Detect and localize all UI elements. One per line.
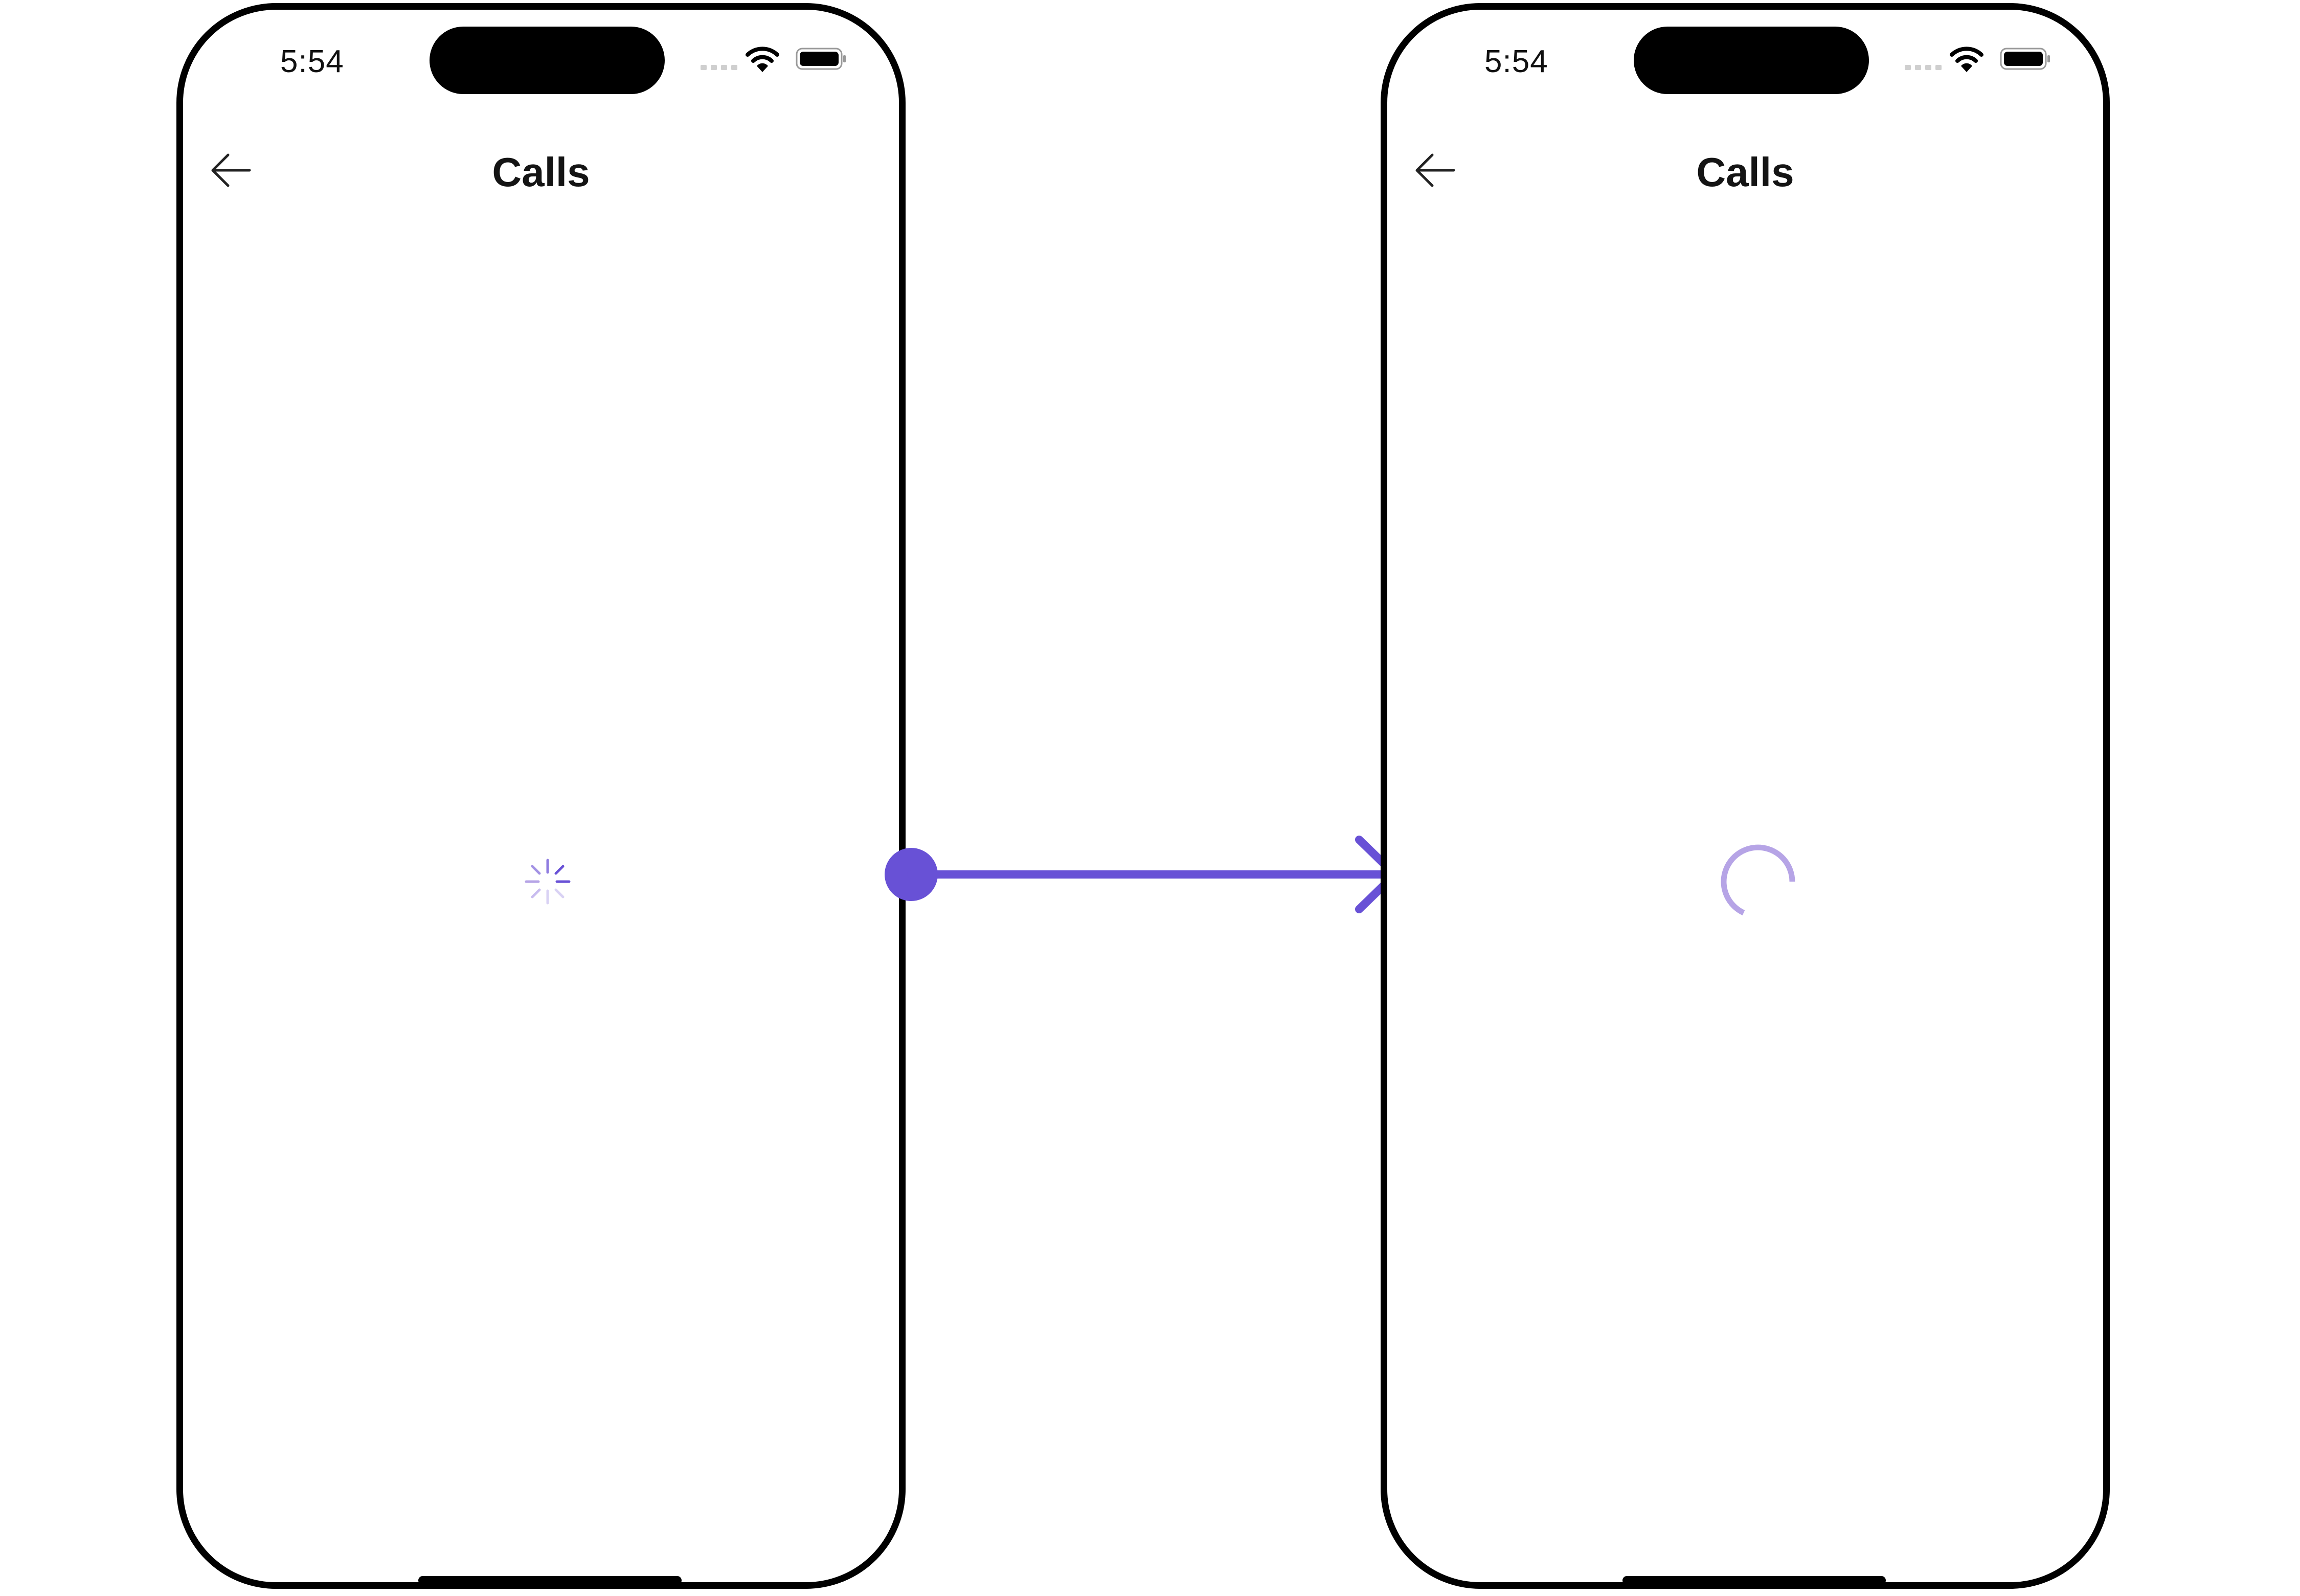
circular-progress-icon <box>1721 844 1795 915</box>
wifi-icon <box>746 47 779 72</box>
flow-arrow-icon <box>885 836 1399 913</box>
screen-title: Calls <box>1696 149 1794 195</box>
arrow-left-icon[interactable] <box>209 148 254 193</box>
battery-icon <box>796 48 846 70</box>
cellular-signal-icon <box>701 65 737 70</box>
activity-spinner-icon <box>525 859 571 905</box>
status-time: 5:54 <box>280 44 344 79</box>
dynamic-island <box>430 27 665 94</box>
home-indicator[interactable] <box>418 1576 682 1582</box>
home-indicator[interactable] <box>1622 1576 1886 1582</box>
dynamic-island <box>1634 27 1869 94</box>
cellular-signal-icon <box>1905 65 1942 70</box>
phone-frame-right: 5:54 Calls <box>1381 3 2110 1589</box>
wifi-icon <box>1950 47 1983 72</box>
screen-title: Calls <box>492 149 590 195</box>
status-time: 5:54 <box>1484 44 1548 79</box>
arrow-left-icon[interactable] <box>1413 148 1458 193</box>
phone-frame-left: 5:54 Calls <box>176 3 906 1589</box>
battery-icon <box>2000 48 2050 70</box>
